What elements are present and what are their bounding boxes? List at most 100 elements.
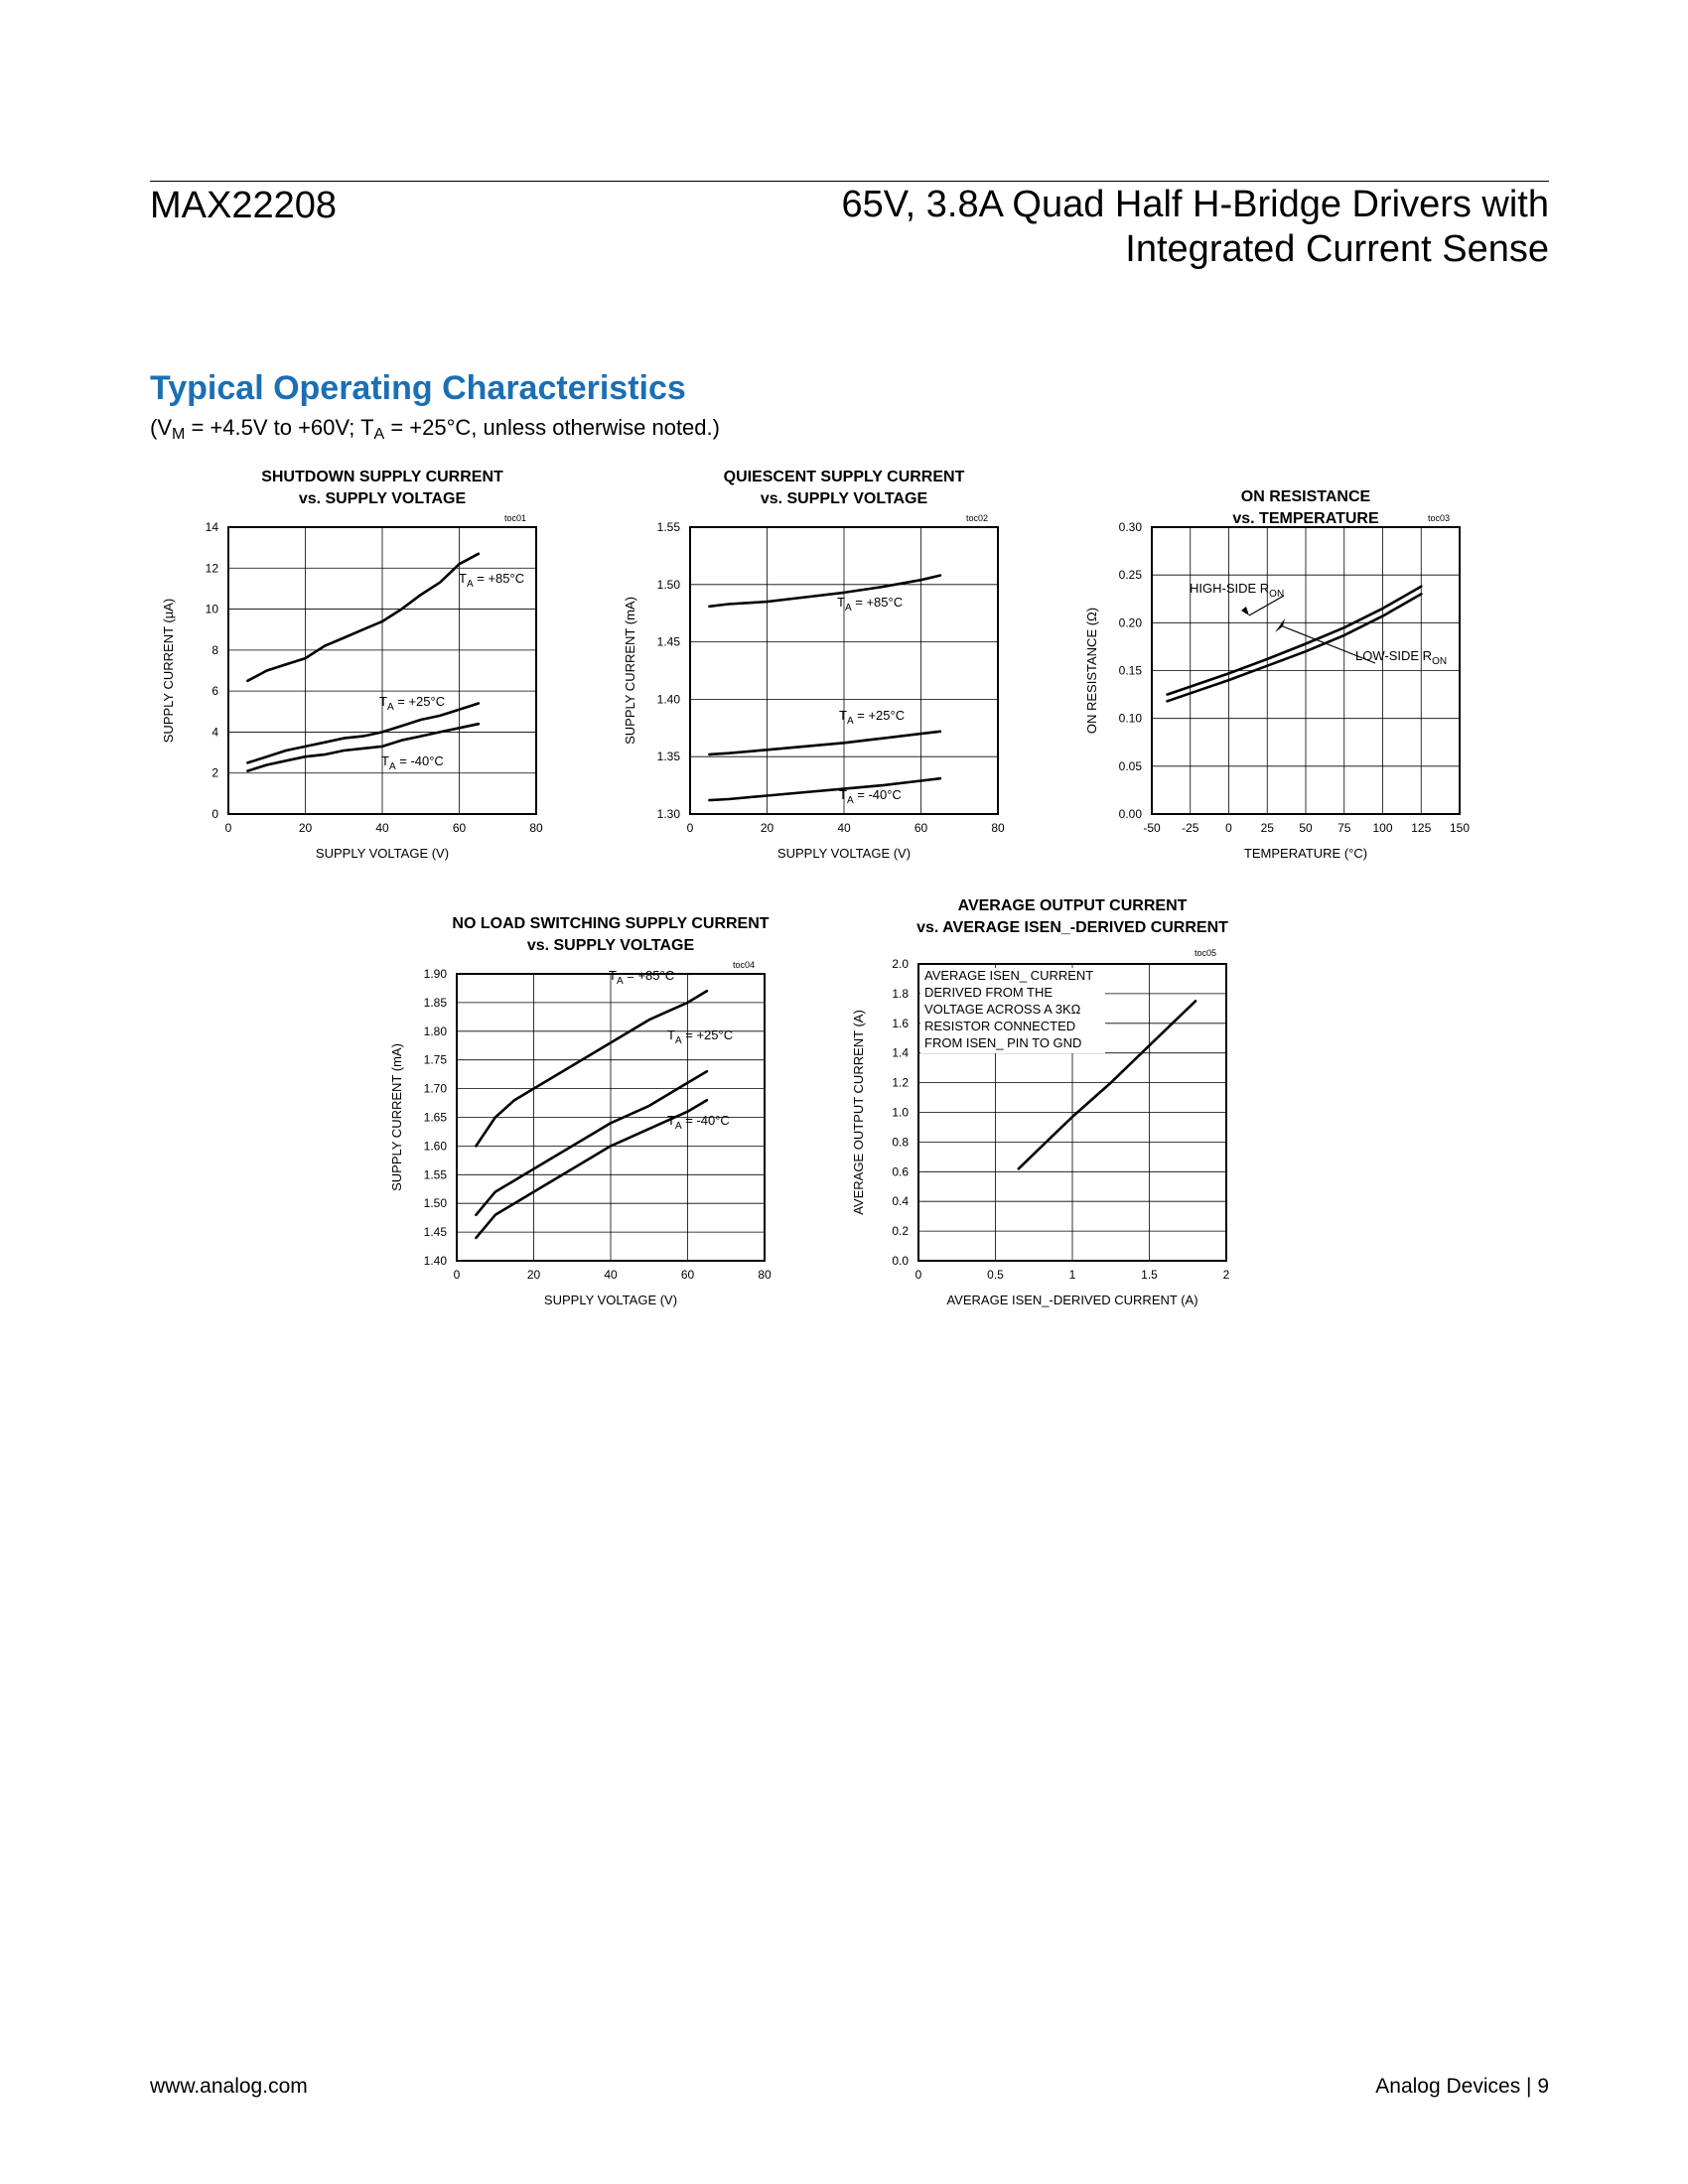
x-tick-label: 50 bbox=[1299, 821, 1313, 835]
section-title: Typical Operating Characteristics bbox=[150, 369, 686, 407]
y-tick-label: 6 bbox=[211, 684, 218, 698]
x-tick-label: 80 bbox=[991, 821, 1005, 835]
cond-sub-m: M bbox=[172, 426, 186, 443]
chart-title-line: vs. TEMPERATURE bbox=[1232, 510, 1379, 527]
series-line bbox=[475, 990, 709, 1148]
chart-title-line: vs. SUPPLY VOLTAGE bbox=[299, 490, 467, 507]
plot-frame bbox=[227, 526, 537, 815]
series-label: LOW-SIDE RON bbox=[1355, 648, 1447, 667]
y-tick-label: 1.0 bbox=[892, 1106, 909, 1120]
x-tick-label: 0 bbox=[225, 821, 232, 835]
y-tick-label: 0.6 bbox=[892, 1164, 909, 1178]
y-tick-label: 1.85 bbox=[424, 996, 448, 1010]
y-tick-label: 10 bbox=[206, 603, 219, 616]
y-tick-label: 0.2 bbox=[892, 1224, 909, 1238]
y-tick-label: 1.50 bbox=[424, 1196, 448, 1210]
cond-end: = +25°C, unless otherwise noted.) bbox=[384, 415, 720, 440]
x-tick-label: 60 bbox=[914, 821, 928, 835]
series-label: TA = +25°C bbox=[379, 694, 445, 713]
y-tick-label: 0.15 bbox=[1119, 664, 1143, 678]
series-line bbox=[708, 574, 942, 609]
chart-quiescent-supply-current: QUIESCENT SUPPLY CURRENT vs. SUPPLY VOLTA… bbox=[623, 469, 1005, 861]
note-line: VOLTAGE ACROSS A 3KΩ bbox=[924, 1002, 1081, 1017]
label-leader-line bbox=[1282, 625, 1376, 664]
test-conditions: (VM = +4.5V to +60V; TA = +25°C, unless … bbox=[150, 415, 720, 444]
series-label: TA = +25°C bbox=[839, 708, 905, 727]
y-tick-label: 1.80 bbox=[424, 1024, 448, 1038]
y-axis-label: SUPPLY CURRENT (µA) bbox=[161, 599, 176, 743]
chart-id-label: toc03 bbox=[1428, 513, 1450, 523]
y-tick-label: 1.70 bbox=[424, 1082, 448, 1096]
x-axis-label: SUPPLY VOLTAGE (V) bbox=[316, 846, 449, 861]
document-title-line1: 65V, 3.8A Quad Half H-Bridge Drivers wit… bbox=[841, 184, 1549, 225]
y-axis-label: SUPPLY CURRENT (mA) bbox=[389, 1043, 404, 1191]
chart-shutdown-supply-current: SHUTDOWN SUPPLY CURRENT vs. SUPPLY VOLTAG… bbox=[161, 469, 543, 861]
chart-id-label: toc05 bbox=[1195, 948, 1216, 958]
y-tick-label: 1.45 bbox=[424, 1225, 448, 1239]
series-label: TA = -40°C bbox=[381, 753, 444, 772]
y-tick-label: 0.8 bbox=[892, 1135, 909, 1149]
y-tick-label: 1.6 bbox=[892, 1017, 909, 1030]
y-tick-label: 1.50 bbox=[657, 578, 681, 592]
series-line bbox=[1017, 1000, 1197, 1170]
chart-average-output-current: AVERAGE OUTPUT CURRENT vs. AVERAGE ISEN_-… bbox=[851, 897, 1230, 1307]
series-line bbox=[1166, 585, 1423, 696]
chart-title-line: vs. AVERAGE ISEN_-DERIVED CURRENT bbox=[916, 919, 1228, 936]
y-tick-label: 1.65 bbox=[424, 1111, 448, 1125]
chart-id-label: toc01 bbox=[504, 513, 526, 523]
y-tick-label: 0.05 bbox=[1119, 759, 1143, 773]
note-line: FROM ISEN_ PIN TO GND bbox=[924, 1035, 1081, 1050]
x-tick-label: 125 bbox=[1411, 821, 1431, 835]
series-label: TA = +85°C bbox=[459, 571, 524, 590]
x-tick-label: 40 bbox=[837, 821, 851, 835]
note-line: RESISTOR CONNECTED bbox=[924, 1019, 1075, 1033]
label-arrowhead bbox=[1241, 607, 1249, 615]
x-tick-label: 0 bbox=[915, 1268, 922, 1282]
y-tick-label: 0.20 bbox=[1119, 615, 1143, 629]
series-line bbox=[246, 552, 481, 683]
note-line: AVERAGE ISEN_ CURRENT bbox=[924, 968, 1093, 983]
y-tick-label: 1.90 bbox=[424, 967, 448, 981]
x-tick-label: 80 bbox=[758, 1268, 772, 1282]
y-tick-label: 1.75 bbox=[424, 1053, 448, 1067]
y-tick-label: 0.30 bbox=[1119, 520, 1143, 534]
x-tick-label: 0.5 bbox=[987, 1268, 1004, 1282]
y-tick-label: 0.00 bbox=[1119, 807, 1143, 821]
x-axis-label: SUPPLY VOLTAGE (V) bbox=[777, 846, 911, 861]
y-tick-label: 8 bbox=[211, 643, 218, 657]
x-tick-label: -25 bbox=[1182, 821, 1199, 835]
footer-website: www.analog.com bbox=[150, 2075, 308, 2098]
series-label: TA = +85°C bbox=[609, 968, 674, 987]
series-label: HIGH-SIDE RON bbox=[1190, 581, 1284, 600]
y-tick-label: 1.8 bbox=[892, 987, 909, 1001]
document-title: 65V, 3.8A Quad Half H-Bridge Drivers wit… bbox=[655, 183, 1549, 272]
y-tick-label: 0.0 bbox=[892, 1254, 909, 1268]
chart-no-load-switching-current: NO LOAD SWITCHING SUPPLY CURRENT vs. SUPP… bbox=[389, 915, 772, 1307]
series-line bbox=[246, 702, 481, 764]
chart-title-line: AVERAGE OUTPUT CURRENT bbox=[958, 897, 1188, 914]
series-line bbox=[246, 722, 481, 772]
x-tick-label: 100 bbox=[1372, 821, 1392, 835]
x-tick-label: 25 bbox=[1261, 821, 1275, 835]
series-label: TA = -40°C bbox=[667, 1113, 730, 1132]
part-number: MAX22208 bbox=[150, 185, 338, 226]
x-tick-label: 0 bbox=[1225, 821, 1232, 835]
plot-frame bbox=[689, 526, 999, 815]
x-tick-label: 1.5 bbox=[1141, 1268, 1158, 1282]
label-arrowhead bbox=[1275, 618, 1285, 632]
y-tick-label: 14 bbox=[206, 520, 219, 534]
chart-title-line: SHUTDOWN SUPPLY CURRENT bbox=[261, 469, 503, 485]
y-tick-label: 1.45 bbox=[657, 635, 681, 649]
note-line: DERIVED FROM THE bbox=[924, 985, 1053, 1000]
header-rule bbox=[150, 181, 1549, 182]
y-axis-label: ON RESISTANCE (Ω) bbox=[1084, 608, 1099, 734]
cond-mid: = +4.5V to +60V; T bbox=[185, 415, 374, 440]
x-axis-label: SUPPLY VOLTAGE (V) bbox=[544, 1293, 677, 1307]
chart-id-label: toc04 bbox=[733, 960, 755, 970]
x-tick-label: 60 bbox=[453, 821, 467, 835]
x-tick-label: 0 bbox=[454, 1268, 461, 1282]
x-tick-label: 40 bbox=[604, 1268, 618, 1282]
series-label: TA = +25°C bbox=[667, 1027, 733, 1046]
x-tick-label: 20 bbox=[299, 821, 313, 835]
y-tick-label: 0.25 bbox=[1119, 568, 1143, 582]
